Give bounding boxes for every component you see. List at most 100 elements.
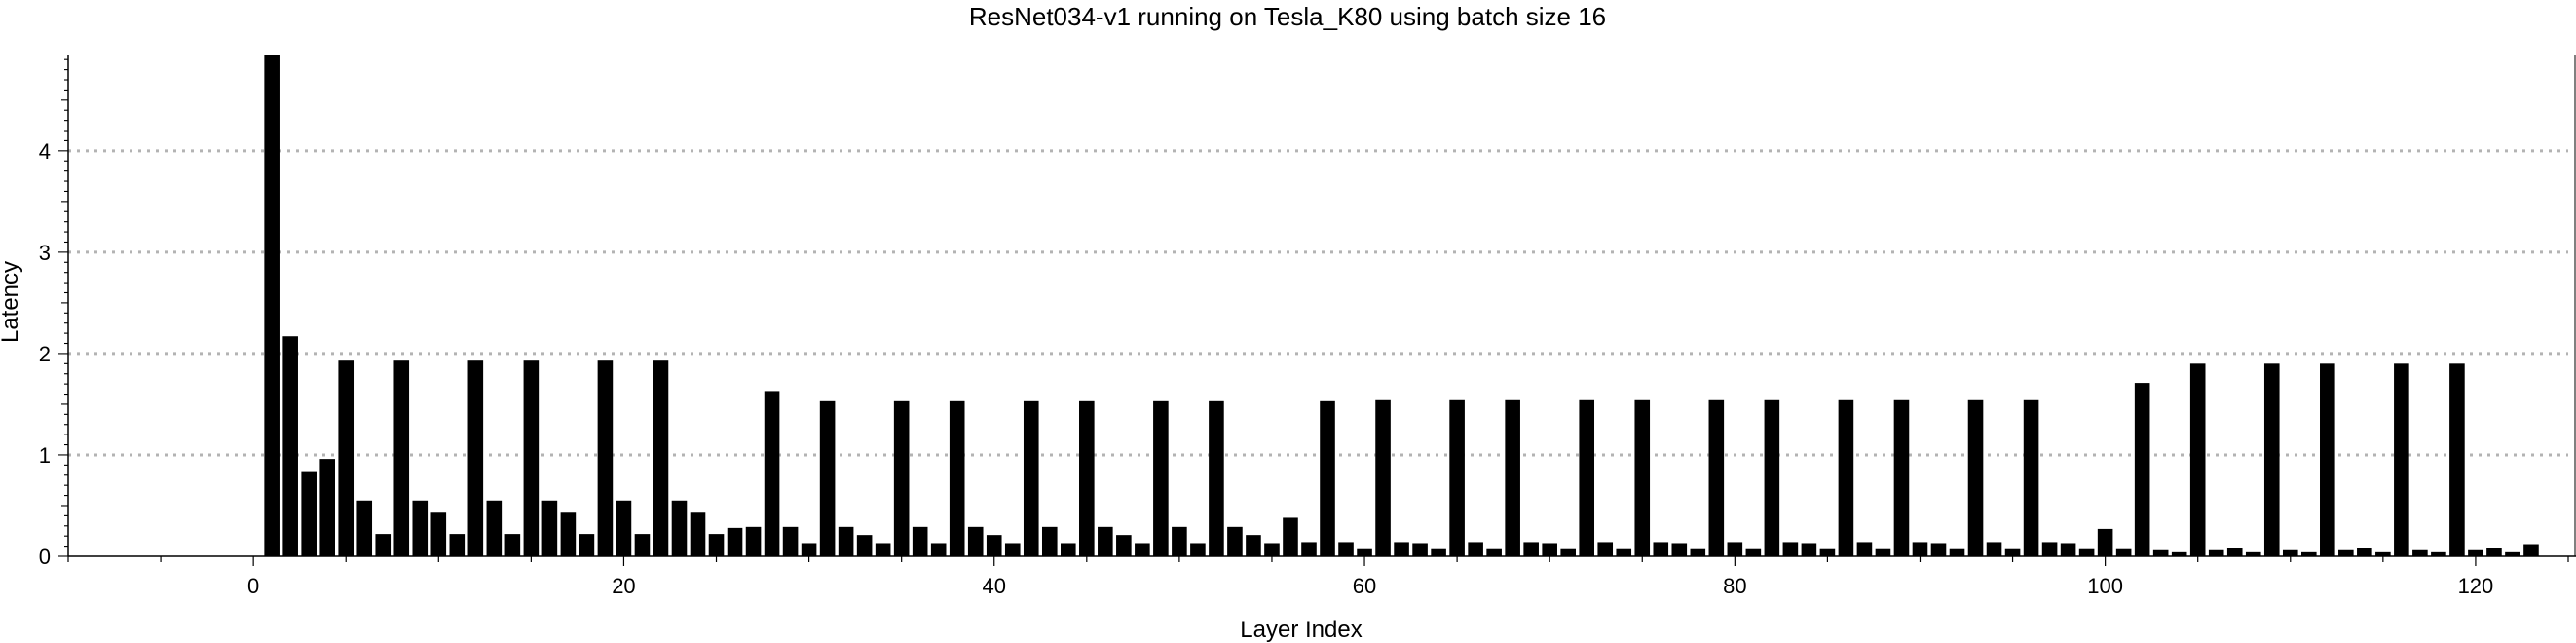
bar [708,534,725,556]
bar [1560,548,1576,556]
bar [2189,363,2206,556]
bar [2357,548,2372,556]
bar [1653,542,1669,556]
bar [1449,399,1465,556]
bar [2282,549,2298,556]
bar [1079,400,1095,556]
bar [745,526,762,556]
x-tick-label: 40 [982,574,1005,598]
bar [2394,363,2409,556]
bar [449,534,466,556]
bar [597,360,614,556]
bar [338,360,355,556]
bar [1542,543,1557,556]
bar [634,534,651,556]
x-tick-label: 60 [1353,574,1376,598]
bar [1505,399,1520,556]
bar [393,360,410,556]
bar [2412,549,2428,556]
bar [2338,549,2354,556]
bar [1838,399,1854,556]
bar [1041,526,1058,556]
bar [2208,549,2224,556]
bar [1394,542,1409,556]
bar [467,360,484,556]
bar [2060,543,2076,556]
bar [1690,548,1706,556]
bar [727,527,743,556]
bar [653,360,669,556]
bar [1616,548,1632,556]
bar [2041,542,2058,556]
chart-title: ResNet034-v1 running on Tesla_K80 using … [969,2,1606,31]
bar [2263,363,2280,556]
bar [671,500,688,556]
bars-group [264,55,2539,556]
bar [986,535,1002,556]
bar [2486,548,2502,556]
x-axis-label: Layer Index [1240,617,1362,643]
bar [1671,543,1688,556]
bar [856,535,873,556]
y-tick-label: 1 [39,443,51,468]
bar [1875,548,1891,556]
x-tick-label: 100 [2087,574,2123,598]
bar [319,459,336,556]
bar [2523,544,2539,556]
bar [1357,548,1372,556]
bar [2023,399,2039,556]
bar [2300,551,2317,556]
bar [430,512,447,556]
y-ticks: 0 1 2 3 4 [39,58,68,569]
x-tick-label: 0 [247,574,259,598]
bar [560,512,577,556]
bar [486,500,503,556]
bar [579,534,595,556]
bar [2152,549,2169,556]
bar [264,55,280,556]
bar [1098,526,1113,556]
bar [1431,548,1446,556]
bar [2431,551,2446,556]
bar [1320,400,1335,556]
bar [1209,400,1224,556]
bar [782,526,799,556]
bar [1486,548,1502,556]
bar [1172,526,1187,556]
bar [1412,543,1428,556]
y-tick-label: 2 [39,342,51,366]
bar [967,526,984,556]
bar [1597,542,1614,556]
bar [282,336,298,556]
bar [2505,551,2520,556]
bar [504,534,521,556]
bar [1301,542,1317,556]
bar [1949,548,1965,556]
bar [930,543,947,556]
x-ticks: 0 20 40 60 80 100 120 [67,556,2569,598]
bar [1579,399,1595,556]
bar [949,400,965,556]
bar [1727,542,1743,556]
bar [2226,548,2243,556]
y-axis-label: Latency [0,261,23,343]
bar [375,534,392,556]
bar [1764,399,1780,556]
bar [1523,542,1539,556]
bar [1745,548,1762,556]
bar [1338,542,1354,556]
bar [1023,400,1039,556]
bar [912,526,928,556]
bar [2320,363,2335,556]
x-tick-label: 20 [612,574,635,598]
y-tick-label: 3 [39,241,51,265]
bar [1283,517,1298,556]
bar [1190,543,1206,556]
bar [1986,542,2002,556]
bar [1967,399,1984,556]
bar [1782,542,1799,556]
bar [764,391,780,556]
bar [1930,543,1947,556]
y-tick-label: 4 [39,139,51,164]
